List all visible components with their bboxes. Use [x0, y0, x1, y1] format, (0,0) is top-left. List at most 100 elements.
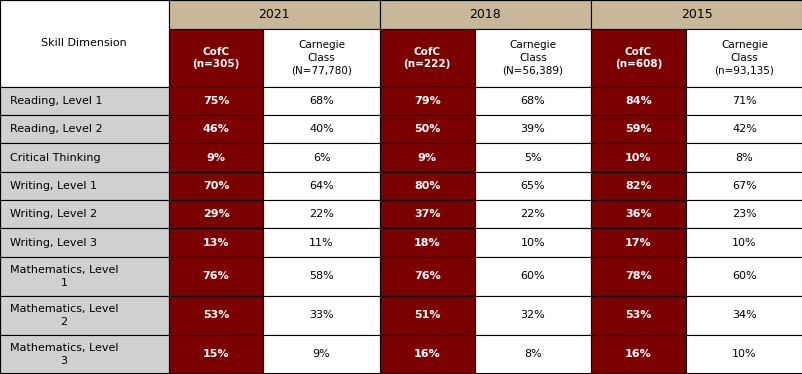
Text: 10%: 10% — [731, 237, 755, 248]
Bar — [474, 144, 590, 172]
Bar — [590, 0, 802, 29]
Text: 50%: 50% — [414, 124, 439, 134]
Text: 5%: 5% — [524, 153, 541, 163]
Text: 9%: 9% — [312, 349, 330, 359]
Text: 15%: 15% — [202, 349, 229, 359]
Bar — [474, 200, 590, 229]
Text: Mathematics, Level
2: Mathematics, Level 2 — [10, 304, 118, 327]
Bar — [168, 87, 263, 115]
Text: CofC
(n=222): CofC (n=222) — [403, 46, 450, 69]
Text: 11%: 11% — [309, 237, 334, 248]
Bar — [379, 0, 590, 29]
Bar — [590, 115, 685, 144]
Text: Carnegie
Class
(N=77,780): Carnegie Class (N=77,780) — [291, 40, 351, 75]
Bar — [168, 296, 263, 335]
Bar — [474, 172, 590, 200]
Bar — [263, 200, 379, 229]
Bar — [474, 335, 590, 374]
Text: 64%: 64% — [309, 181, 334, 191]
Text: 8%: 8% — [735, 153, 752, 163]
Bar — [685, 335, 802, 374]
Bar — [590, 144, 685, 172]
Text: 29%: 29% — [202, 209, 229, 219]
Bar — [590, 172, 685, 200]
Bar — [379, 257, 474, 296]
Text: CofC
(n=305): CofC (n=305) — [192, 46, 239, 69]
Bar — [474, 296, 590, 335]
Bar — [685, 115, 802, 144]
Text: 8%: 8% — [523, 349, 541, 359]
Bar — [263, 172, 379, 200]
Bar — [0, 296, 168, 335]
Text: 10%: 10% — [520, 237, 545, 248]
Bar — [685, 87, 802, 115]
Text: Writing, Level 2: Writing, Level 2 — [10, 209, 96, 219]
Text: 10%: 10% — [731, 349, 755, 359]
Text: CofC
(n=608): CofC (n=608) — [614, 46, 661, 69]
Text: 10%: 10% — [624, 153, 651, 163]
Bar — [474, 229, 590, 257]
Text: 58%: 58% — [309, 272, 334, 281]
Bar — [685, 200, 802, 229]
Bar — [0, 257, 168, 296]
Text: Carnegie
Class
(N=56,389): Carnegie Class (N=56,389) — [502, 40, 562, 75]
Text: 53%: 53% — [625, 310, 650, 321]
Text: 59%: 59% — [624, 124, 651, 134]
Bar — [263, 87, 379, 115]
Text: 70%: 70% — [202, 181, 229, 191]
Bar — [474, 115, 590, 144]
Bar — [168, 335, 263, 374]
Text: 65%: 65% — [520, 181, 545, 191]
Text: 71%: 71% — [731, 96, 755, 106]
Text: 16%: 16% — [413, 349, 440, 359]
Bar — [590, 29, 685, 87]
Bar — [168, 257, 263, 296]
Bar — [379, 87, 474, 115]
Text: 76%: 76% — [202, 272, 229, 281]
Bar — [590, 200, 685, 229]
Text: 36%: 36% — [624, 209, 651, 219]
Text: 37%: 37% — [413, 209, 440, 219]
Bar — [263, 29, 379, 87]
Text: 80%: 80% — [413, 181, 440, 191]
Text: 34%: 34% — [731, 310, 755, 321]
Bar — [0, 229, 168, 257]
Text: Skill Dimension: Skill Dimension — [42, 39, 127, 48]
Text: 6%: 6% — [313, 153, 330, 163]
Text: 68%: 68% — [520, 96, 545, 106]
Text: 40%: 40% — [309, 124, 334, 134]
Bar — [263, 335, 379, 374]
Bar — [590, 257, 685, 296]
Bar — [0, 0, 168, 87]
Text: 67%: 67% — [731, 181, 755, 191]
Text: 39%: 39% — [520, 124, 545, 134]
Bar — [590, 335, 685, 374]
Bar — [0, 335, 168, 374]
Text: Mathematics, Level
1: Mathematics, Level 1 — [10, 265, 118, 288]
Text: 9%: 9% — [417, 153, 436, 163]
Bar — [263, 229, 379, 257]
Text: 33%: 33% — [309, 310, 334, 321]
Bar — [168, 115, 263, 144]
Text: 22%: 22% — [309, 209, 334, 219]
Bar — [590, 296, 685, 335]
Text: 79%: 79% — [413, 96, 440, 106]
Bar — [0, 172, 168, 200]
Bar — [168, 172, 263, 200]
Bar — [379, 29, 474, 87]
Bar — [263, 257, 379, 296]
Text: 51%: 51% — [413, 310, 440, 321]
Bar — [168, 0, 379, 29]
Text: 75%: 75% — [202, 96, 229, 106]
Bar — [685, 229, 802, 257]
Bar — [474, 87, 590, 115]
Text: 2021: 2021 — [258, 8, 290, 21]
Text: Mathematics, Level
3: Mathematics, Level 3 — [10, 343, 118, 366]
Bar — [685, 296, 802, 335]
Text: 84%: 84% — [624, 96, 651, 106]
Text: Writing, Level 3: Writing, Level 3 — [10, 237, 96, 248]
Text: Carnegie
Class
(n=93,135): Carnegie Class (n=93,135) — [714, 40, 773, 75]
Bar — [263, 144, 379, 172]
Text: 16%: 16% — [624, 349, 651, 359]
Bar — [379, 200, 474, 229]
